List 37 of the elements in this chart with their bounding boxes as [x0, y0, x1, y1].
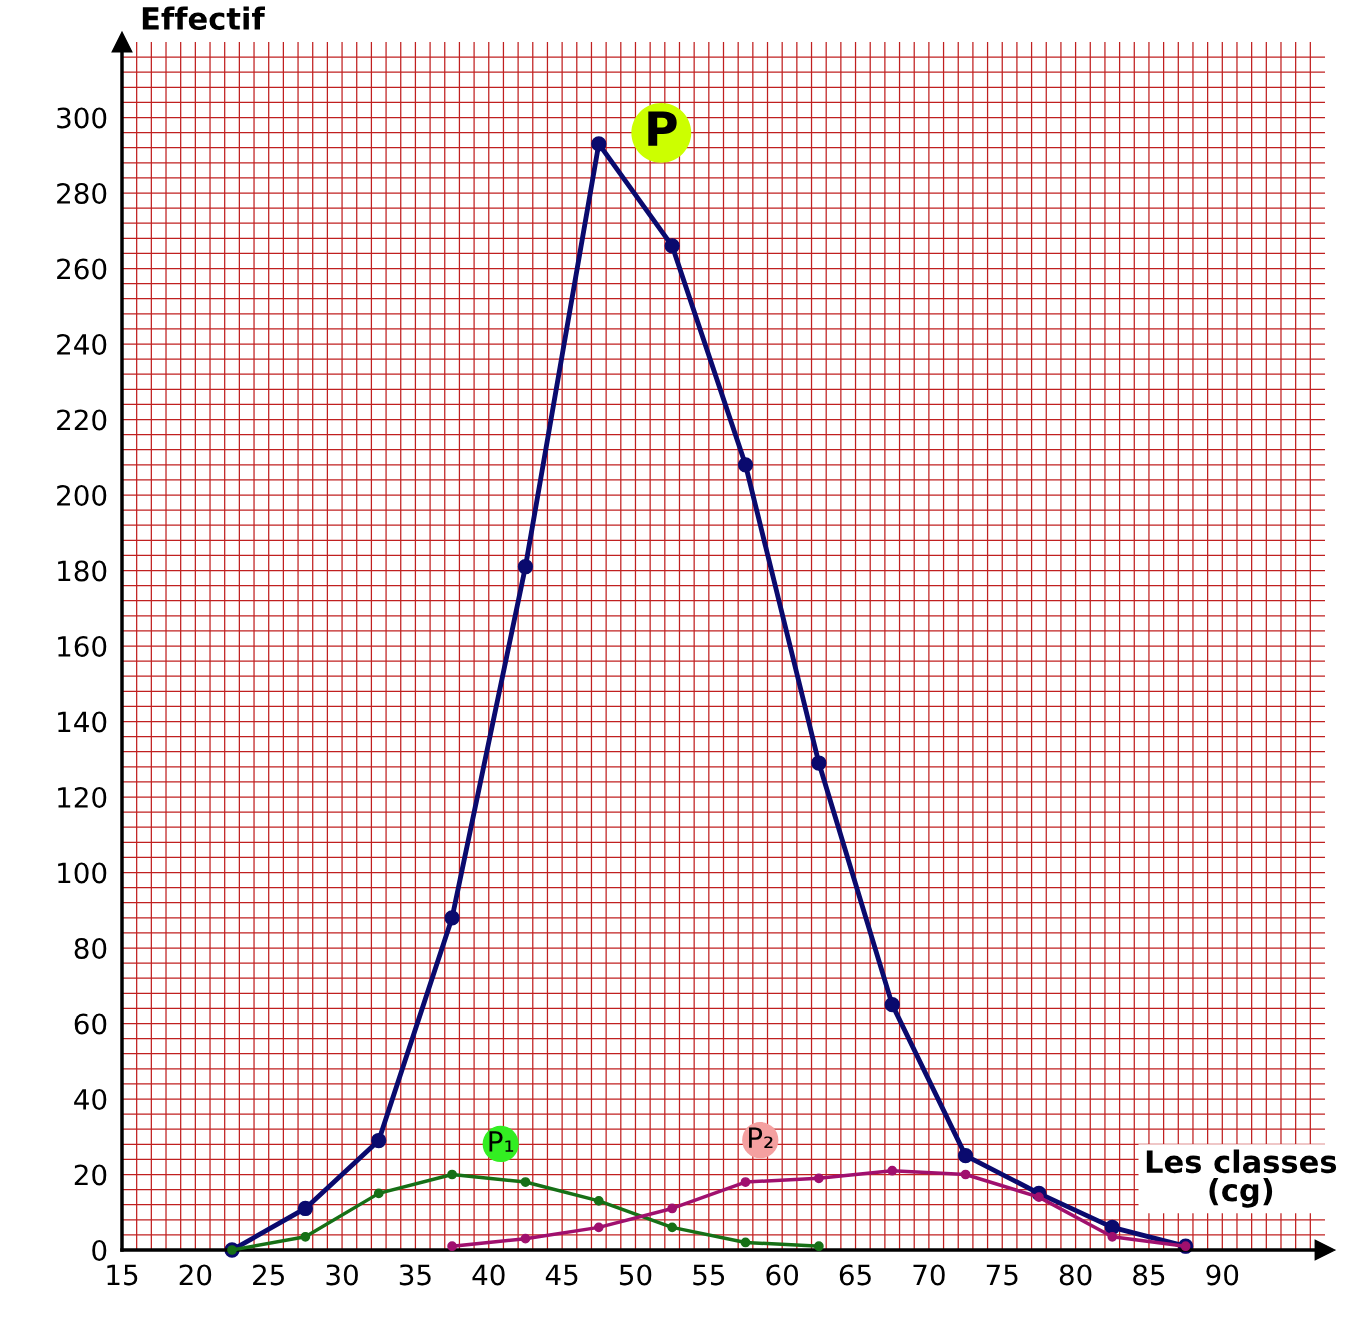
x-tick-label: 20: [179, 1264, 212, 1286]
x-tick-label: 65: [839, 1264, 871, 1286]
y-tick-label: 100: [58, 862, 107, 884]
y-tick-label: 120: [58, 786, 107, 808]
x-tick-label: 50: [619, 1264, 652, 1286]
y-tick-label: 280: [57, 182, 107, 204]
x-tick-label: 80: [1059, 1264, 1092, 1286]
y-tick-label: 160: [58, 635, 107, 657]
x-tick-label: 35: [399, 1264, 431, 1286]
x-tick-label: 25: [253, 1264, 284, 1286]
y-tick-label: 240: [57, 333, 107, 355]
y-tick-label: 220: [57, 409, 107, 431]
series-label: P: [648, 111, 677, 146]
x-tick-label: 75: [986, 1264, 1018, 1286]
x-tick-label: 45: [545, 1264, 578, 1286]
x-tick-label: 60: [766, 1264, 799, 1286]
x-tick-label: 15: [107, 1264, 138, 1286]
y-tick-label: 40: [74, 1088, 107, 1110]
y-tick-label: 180: [58, 560, 107, 582]
y-tick-label: 300: [57, 107, 107, 129]
x-tick-label: 40: [472, 1264, 505, 1286]
y-tick-label: 20: [74, 1164, 107, 1186]
y-tick-label: 140: [58, 711, 107, 733]
series-label: P₂: [749, 1127, 773, 1148]
x-tick-label: 30: [326, 1264, 358, 1286]
series-label: P₁: [489, 1131, 514, 1152]
x-tick-label: 85: [1133, 1264, 1165, 1286]
y-tick-label: 0: [92, 1239, 107, 1261]
x-tick-label: 90: [1206, 1264, 1239, 1286]
y-axis-title: Effectif: [142, 6, 265, 31]
y-tick-label: 60: [74, 1013, 107, 1035]
x-tick-label: 55: [693, 1264, 725, 1286]
x-axis-title: Les classes (cg): [1146, 1149, 1337, 1208]
y-tick-label: 260: [57, 258, 107, 280]
y-tick-label: 200: [57, 484, 107, 506]
x-tick-label: 70: [913, 1264, 945, 1286]
y-tick-label: 80: [74, 937, 107, 959]
